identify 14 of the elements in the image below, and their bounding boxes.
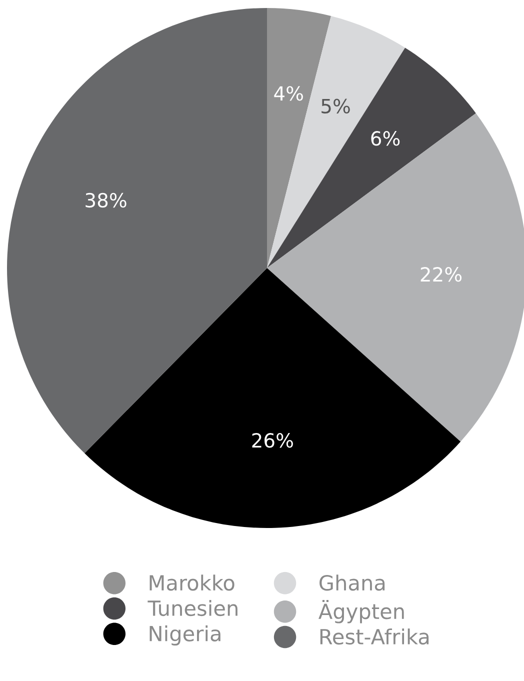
data-label: 6% (371, 131, 400, 146)
legend-label: Nigeria (150, 625, 220, 646)
data-label: 26% (252, 433, 293, 448)
legend-label: Rest-Afrika (320, 628, 429, 645)
legend-label: Ghana (320, 574, 385, 591)
data-label: 5% (322, 98, 350, 114)
legend-label: Marokko (150, 574, 234, 591)
data-label: 22% (420, 267, 462, 282)
pie-slice (267, 48, 476, 268)
legend-label: Tunesien (148, 600, 238, 616)
data-label: 38% (86, 192, 126, 208)
pie-slice (267, 16, 406, 268)
data-label: 4% (274, 86, 303, 101)
legend-label: Ägypten (318, 600, 404, 624)
